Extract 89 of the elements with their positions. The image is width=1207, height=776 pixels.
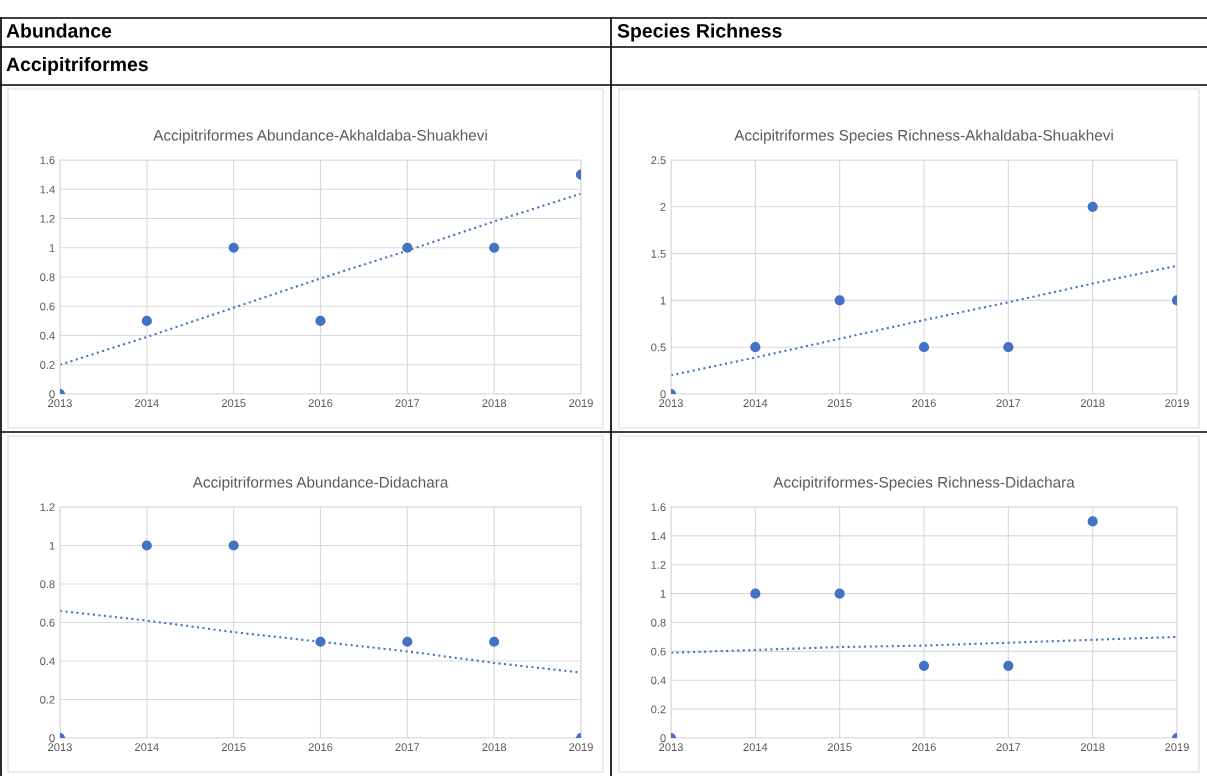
line-series xyxy=(60,192,581,366)
x-tick-label: 2019 xyxy=(1165,743,1189,752)
y-tick-label: 2.5 xyxy=(651,156,666,165)
point xyxy=(834,588,845,599)
x-tick-label: 2018 xyxy=(1080,399,1105,408)
point xyxy=(918,660,930,671)
y-tick-label: 0.2 xyxy=(651,705,666,714)
x-tick-label: 2016 xyxy=(308,743,333,752)
y-tick-label: 1.6 xyxy=(40,156,55,165)
point xyxy=(315,636,326,647)
y-tick-label: 0.4 xyxy=(40,331,55,340)
point xyxy=(489,242,500,253)
y-tick-label: 0.8 xyxy=(651,618,666,627)
point xyxy=(1087,516,1098,527)
x-tick-label: 2017 xyxy=(395,399,420,408)
x-tick-label: 2015 xyxy=(827,399,852,408)
x-tick-label: 2018 xyxy=(1080,743,1105,752)
chart-title: Accipitriformes Abundance-Didachara xyxy=(192,476,449,491)
line-series xyxy=(671,264,1177,377)
y-tick-label: 0.8 xyxy=(40,273,55,282)
x-tick-label: 2016 xyxy=(308,399,333,408)
y-tick-label: 0 xyxy=(49,390,55,399)
x-tick-label: 2019 xyxy=(569,743,593,752)
y-tick-label: 1 xyxy=(49,244,55,252)
point xyxy=(315,315,326,326)
point xyxy=(918,342,930,353)
y-tick-label: 1.2 xyxy=(40,214,55,223)
point xyxy=(228,540,239,551)
point xyxy=(489,636,500,647)
y-tick-label: 1.5 xyxy=(651,249,666,258)
point xyxy=(834,295,845,306)
y-tick-label: 1 xyxy=(660,590,666,598)
x-tick-label: 2015 xyxy=(221,743,246,752)
y-tick-label: 0.6 xyxy=(40,618,55,627)
text: Abundance xyxy=(6,23,112,38)
x-tick-label: 2018 xyxy=(482,743,507,752)
y-tick-label: 1.6 xyxy=(651,503,666,512)
point xyxy=(1003,660,1014,671)
x-tick-label: 2013 xyxy=(659,743,683,752)
y-tick-label: 2 xyxy=(660,203,666,211)
text: Accipitriformes xyxy=(6,56,148,76)
y-tick-label: 0 xyxy=(660,734,666,743)
x-tick-label: 2015 xyxy=(221,399,246,408)
x-tick-label: 2016 xyxy=(912,399,936,408)
y-tick-label: 0.8 xyxy=(40,580,55,589)
x-tick-label: 2016 xyxy=(912,743,936,752)
x-tick-label: 2014 xyxy=(135,743,159,752)
y-tick-label: 1.2 xyxy=(651,561,666,569)
x-tick-label: 2017 xyxy=(996,743,1021,752)
point xyxy=(228,242,239,253)
x-tick-label: 2017 xyxy=(395,743,420,752)
x-tick-label: 2013 xyxy=(48,743,72,752)
y-tick-label: 0.4 xyxy=(40,657,55,666)
y-tick-label: 1 xyxy=(49,541,55,550)
point xyxy=(1003,342,1014,353)
x-tick-label: 2017 xyxy=(996,399,1021,408)
x-tick-label: 2014 xyxy=(135,399,159,408)
point xyxy=(402,636,413,647)
y-tick-label: 1.4 xyxy=(651,532,666,540)
y-tick-label: 1.2 xyxy=(40,503,55,512)
x-tick-label: 2015 xyxy=(827,743,852,752)
x-tick-label: 2014 xyxy=(743,399,768,408)
point xyxy=(141,315,152,326)
y-tick-label: 0.6 xyxy=(651,647,666,656)
chart-title: Accipitriformes Species Richness-Akhaldaba-Shuakhevi xyxy=(734,129,1113,144)
text: Species Richness xyxy=(617,23,782,42)
x-tick-label: 2019 xyxy=(1165,399,1189,408)
y-tick-label: 0.2 xyxy=(40,695,55,704)
y-tick-label: 0 xyxy=(660,390,666,399)
chart-title: Accipitriformes Abundance-Akhaldaba-Shuakhevi xyxy=(153,129,487,144)
x-tick-label: 2013 xyxy=(48,399,72,408)
x-tick-label: 2018 xyxy=(482,399,507,408)
y-tick-label: 1.4 xyxy=(40,185,55,194)
point xyxy=(750,342,761,353)
y-tick-label: 1 xyxy=(660,296,666,305)
y-tick-label: 0.4 xyxy=(651,676,666,685)
y-tick-label: 0.6 xyxy=(40,302,55,311)
y-tick-label: 0.5 xyxy=(651,343,666,352)
y-tick-label: 0 xyxy=(49,734,55,743)
y-tick-label: 0.2 xyxy=(40,361,55,369)
point xyxy=(402,242,413,253)
line-series xyxy=(671,635,1177,654)
point xyxy=(750,588,761,599)
x-tick-label: 2014 xyxy=(743,743,768,752)
x-tick-label: 2013 xyxy=(659,399,683,408)
chart-title: Accipitriformes-Species Richness-Didachara xyxy=(773,476,1075,491)
point xyxy=(1087,201,1098,212)
point xyxy=(141,540,152,551)
x-tick-label: 2019 xyxy=(569,399,593,408)
